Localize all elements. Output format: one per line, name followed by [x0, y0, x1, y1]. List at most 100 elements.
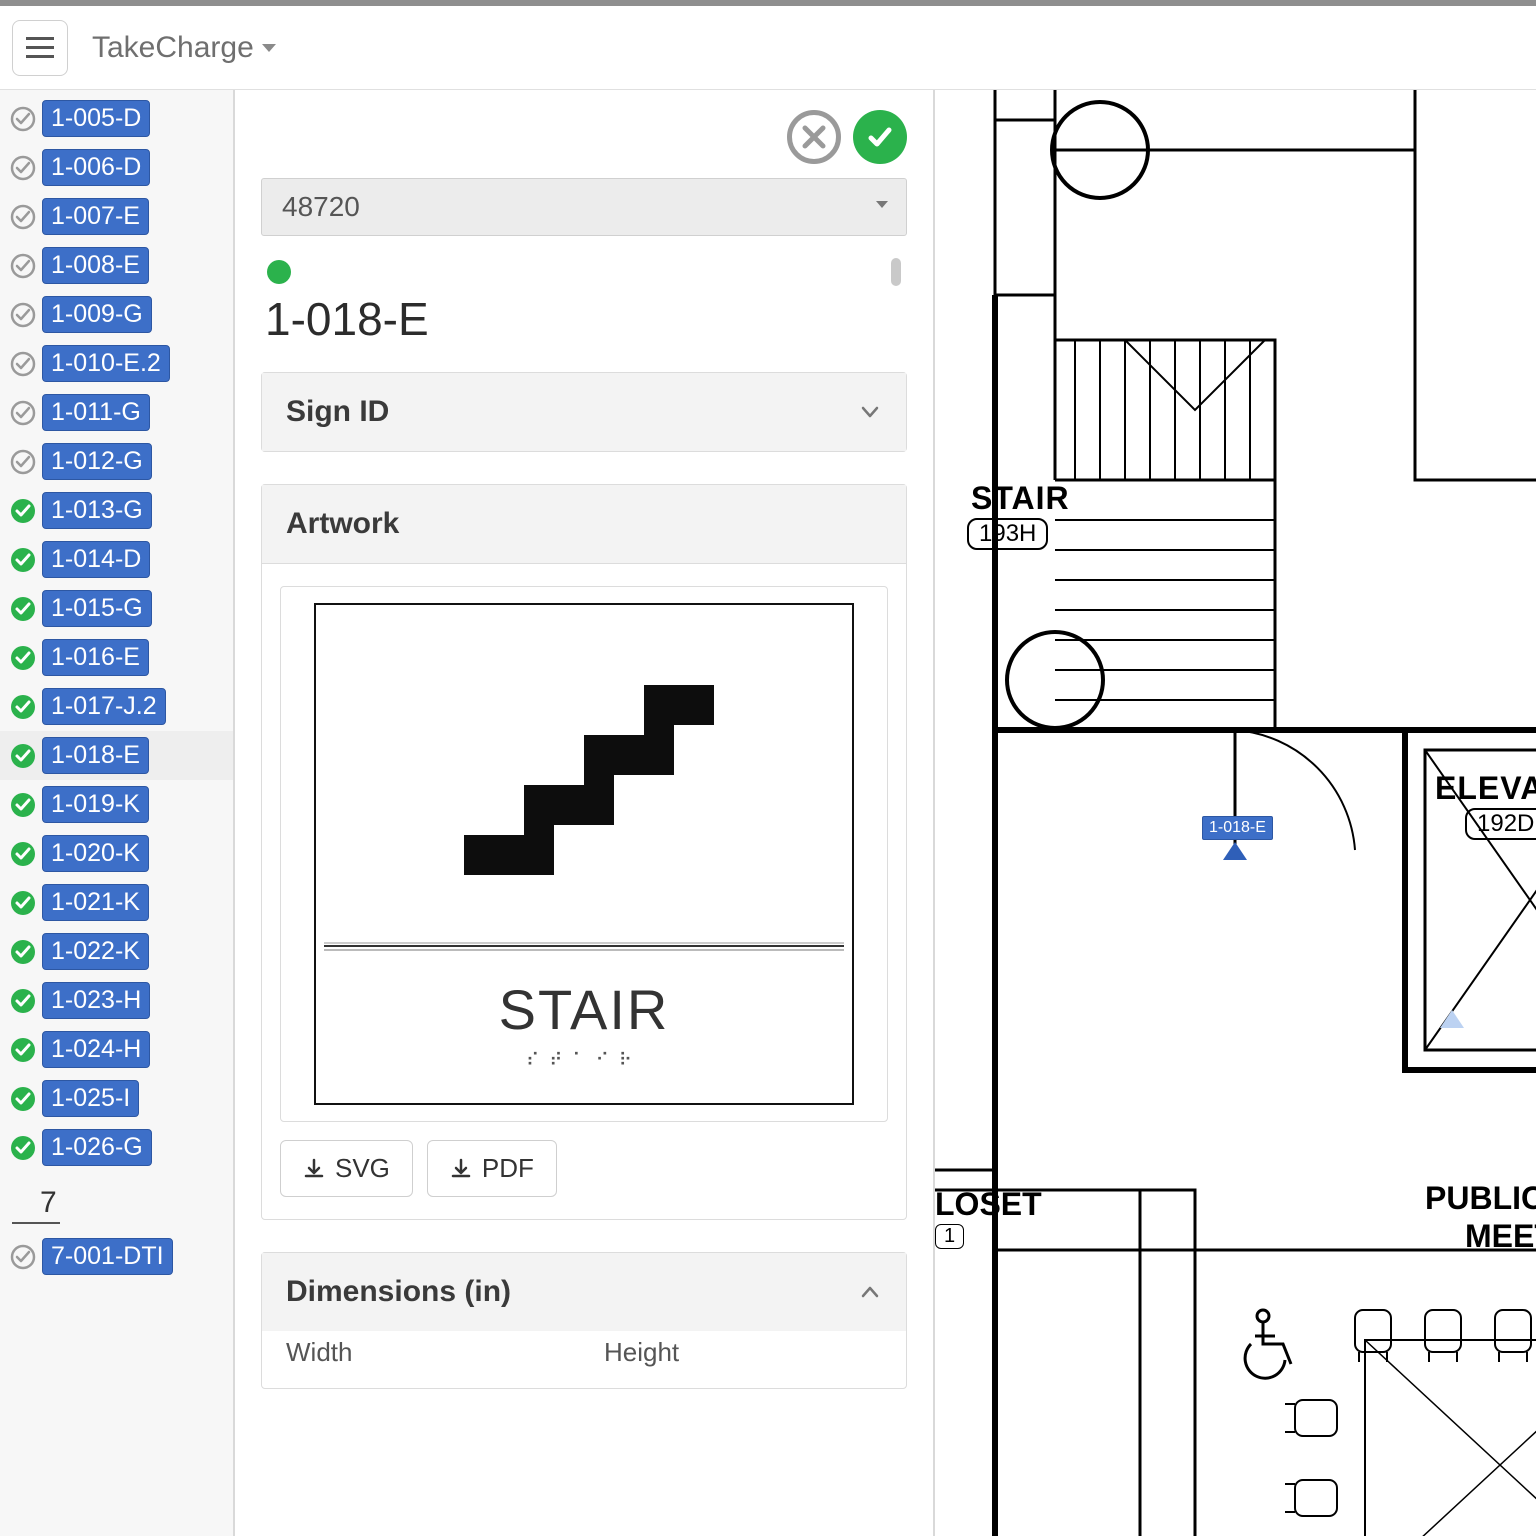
- sign-id-badge: 1-015-G: [42, 590, 152, 627]
- check-filled-icon: [10, 1037, 36, 1063]
- cancel-button[interactable]: [787, 110, 841, 164]
- download-svg-button[interactable]: SVG: [280, 1140, 413, 1197]
- sidebar-item[interactable]: 1-016-E: [0, 633, 233, 682]
- sidebar-item[interactable]: 1-024-H: [0, 1025, 233, 1074]
- brand-label: TakeCharge: [92, 31, 254, 65]
- sign-text-area: STAIR ⠎⠞⠁⠊⠗: [316, 947, 852, 1103]
- action-row: [261, 110, 907, 164]
- sign-id-badge: 1-007-E: [42, 198, 149, 235]
- sidebar-item[interactable]: 1-026-G: [0, 1123, 233, 1172]
- sign-id-badge: 1-014-D: [42, 541, 150, 578]
- dimensions-body: Width Height: [262, 1331, 906, 1388]
- sign-id-badge: 1-024-H: [42, 1031, 150, 1068]
- sign-id-badge: 1-009-G: [42, 296, 152, 333]
- panel-artwork-header[interactable]: Artwork: [262, 485, 906, 564]
- plan-meet-label: MEET: [1465, 1218, 1536, 1255]
- check-filled-icon: [10, 645, 36, 671]
- plan-sign-marker: [1223, 842, 1247, 860]
- panel-artwork: Artwork STAIR ⠎⠞⠁⠊⠗: [261, 484, 907, 1220]
- sidebar-item[interactable]: 1-020-K: [0, 829, 233, 878]
- sidebar-item[interactable]: 1-019-K: [0, 780, 233, 829]
- download-pdf-button[interactable]: PDF: [427, 1140, 557, 1197]
- check-filled-icon: [10, 547, 36, 573]
- plan-public-label: PUBLIC: [1425, 1180, 1536, 1217]
- drag-handle[interactable]: [891, 258, 901, 286]
- caret-down-icon: [876, 201, 888, 208]
- menu-button[interactable]: [12, 20, 68, 76]
- check-outline-icon: [10, 1244, 36, 1270]
- id-select[interactable]: 48720: [261, 178, 907, 236]
- check-filled-icon: [10, 841, 36, 867]
- sidebar-item[interactable]: 1-021-K: [0, 878, 233, 927]
- panel-sign-id-header[interactable]: Sign ID: [262, 373, 906, 451]
- check-outline-icon: [10, 155, 36, 181]
- check-outline-icon: [10, 302, 36, 328]
- sidebar-item[interactable]: 1-005-D: [0, 94, 233, 143]
- check-icon: [865, 122, 895, 152]
- check-outline-icon: [10, 400, 36, 426]
- detail-panel: 48720 1-018-E Sign ID Artwork: [235, 90, 935, 1536]
- sign-id-badge: 1-019-K: [42, 786, 149, 823]
- check-filled-icon: [10, 1086, 36, 1112]
- sidebar-item[interactable]: 1-009-G: [0, 290, 233, 339]
- panel-sign-id: Sign ID: [261, 372, 907, 452]
- sidebar-item[interactable]: 1-008-E: [0, 241, 233, 290]
- sign-preview: STAIR ⠎⠞⠁⠊⠗: [314, 603, 854, 1105]
- floor-plan[interactable]: STAIR 193H ELEVAT 192D LOSET PUBLIC MEET…: [935, 90, 1536, 1536]
- sign-id-badge: 1-005-D: [42, 100, 150, 137]
- sidebar-item[interactable]: 1-022-K: [0, 927, 233, 976]
- check-outline-icon: [10, 253, 36, 279]
- sign-list-sidebar[interactable]: 1-005-D 1-006-D 1-007-E 1-008-E 1-009-G 1-010…: [0, 90, 235, 1536]
- stairs-icon: [424, 655, 744, 895]
- sign-text: STAIR: [316, 977, 852, 1042]
- sidebar-item[interactable]: 1-017-J.2: [0, 682, 233, 731]
- sidebar-item[interactable]: 7-001-DTI: [0, 1232, 233, 1281]
- plan-sign-marker-faint: [1440, 1010, 1464, 1028]
- sign-id-badge: 1-012-G: [42, 443, 152, 480]
- sign-id-badge: 1-017-J.2: [42, 688, 166, 725]
- panel-dimensions-label: Dimensions (in): [286, 1275, 511, 1309]
- plan-closet-room: 1: [935, 1224, 964, 1249]
- sidebar-item[interactable]: 1-018-E: [0, 731, 233, 780]
- sign-id-badge: 1-020-K: [42, 835, 149, 872]
- sidebar-item[interactable]: 1-014-D: [0, 535, 233, 584]
- panel-dimensions-header[interactable]: Dimensions (in): [262, 1253, 906, 1331]
- sidebar-item[interactable]: 1-011-G: [0, 388, 233, 437]
- sidebar-item[interactable]: 1-006-D: [0, 143, 233, 192]
- panel-dimensions: Dimensions (in) Width Height: [261, 1252, 907, 1389]
- sidebar-item[interactable]: 1-012-G: [0, 437, 233, 486]
- sidebar-item[interactable]: 1-007-E: [0, 192, 233, 241]
- sign-icon-area: [316, 605, 852, 945]
- brand-dropdown[interactable]: TakeCharge: [92, 31, 276, 65]
- check-outline-icon: [10, 351, 36, 377]
- sign-id-badge: 1-013-G: [42, 492, 152, 529]
- sidebar-item[interactable]: 1-025-I: [0, 1074, 233, 1123]
- check-outline-icon: [10, 204, 36, 230]
- artwork-preview-card: STAIR ⠎⠞⠁⠊⠗: [280, 586, 888, 1122]
- plan-sign-tag[interactable]: 1-018-E: [1202, 816, 1273, 840]
- download-svg-label: SVG: [335, 1153, 390, 1184]
- sign-id-badge: 1-016-E: [42, 639, 149, 676]
- sidebar-item[interactable]: 1-013-G: [0, 486, 233, 535]
- check-filled-icon: [10, 596, 36, 622]
- download-pdf-label: PDF: [482, 1153, 534, 1184]
- sidebar-item[interactable]: 1-023-H: [0, 976, 233, 1025]
- check-filled-icon: [10, 694, 36, 720]
- sign-id-badge: 1-006-D: [42, 149, 150, 186]
- confirm-button[interactable]: [853, 110, 907, 164]
- hamburger-icon: [26, 37, 54, 59]
- sign-id-badge: 7-001-DTI: [42, 1238, 173, 1275]
- download-icon: [450, 1158, 472, 1180]
- section-number: 7: [12, 1180, 60, 1224]
- sidebar-item[interactable]: 1-015-G: [0, 584, 233, 633]
- check-outline-icon: [10, 106, 36, 132]
- top-bar: TakeCharge: [0, 0, 1536, 90]
- check-filled-icon: [10, 939, 36, 965]
- panel-artwork-body: STAIR ⠎⠞⠁⠊⠗ SVG PDF: [262, 564, 906, 1219]
- sidebar-item[interactable]: 1-010-E.2: [0, 339, 233, 388]
- panel-artwork-label: Artwork: [286, 507, 399, 541]
- sign-id-badge: 1-025-I: [42, 1080, 139, 1117]
- plan-closet-label: LOSET: [935, 1186, 1042, 1223]
- sign-braille: ⠎⠞⠁⠊⠗: [316, 1050, 852, 1071]
- accessibility-icon: [1245, 1310, 1291, 1378]
